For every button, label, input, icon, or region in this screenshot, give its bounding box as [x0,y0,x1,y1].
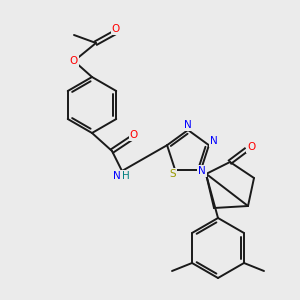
Text: O: O [70,56,78,66]
Text: O: O [130,130,138,140]
Text: N: N [184,120,192,130]
Text: N: N [113,171,121,181]
Text: S: S [170,169,176,179]
Text: N: N [198,166,206,176]
Text: O: O [112,24,120,34]
Text: O: O [247,142,255,152]
Text: N: N [210,136,218,146]
Text: H: H [122,171,130,181]
